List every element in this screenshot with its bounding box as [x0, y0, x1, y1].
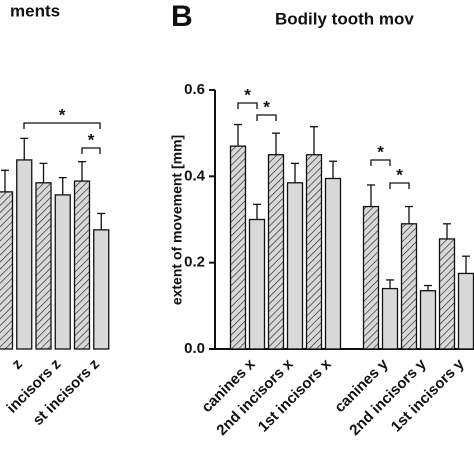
bar	[286, 182, 304, 350]
significance-bracket	[256, 114, 277, 121]
y-axis-label: extent of movement [mm]	[169, 135, 185, 305]
bar	[35, 182, 52, 350]
significance-label: *	[88, 130, 95, 149]
bar	[362, 205, 380, 350]
x-tick-label: z	[9, 356, 26, 373]
bar	[438, 238, 456, 350]
significance-bracket	[237, 102, 258, 109]
bar	[73, 180, 91, 350]
y-tick-label: 0.0	[184, 340, 205, 357]
significance-label: *	[59, 105, 66, 124]
bar	[400, 223, 418, 350]
y-tick-label: 0.4	[184, 167, 206, 184]
bar	[305, 154, 323, 350]
significance-bracket	[389, 182, 410, 189]
panel-label: B	[171, 0, 193, 33]
y-tick-label: 0.2	[184, 254, 205, 271]
bar	[93, 229, 110, 350]
bar	[419, 290, 437, 350]
significance-bracket	[23, 122, 101, 129]
significance-bracket	[370, 159, 391, 166]
significance-bracket	[81, 147, 101, 154]
significance-label: *	[377, 142, 384, 161]
bar	[324, 177, 342, 350]
significance-label: *	[244, 85, 251, 104]
bar	[54, 194, 71, 350]
significance-label: *	[396, 165, 403, 184]
bar	[267, 154, 285, 350]
bar	[16, 159, 33, 350]
y-tick-label: 0.6	[184, 81, 205, 98]
significance-label: *	[263, 97, 270, 116]
bar	[0, 191, 14, 350]
bar	[229, 145, 247, 350]
bar	[457, 272, 474, 350]
chart-title: ments	[10, 1, 60, 20]
bar	[381, 287, 399, 350]
chart-title: Bodily tooth mov	[275, 9, 414, 28]
bar	[248, 218, 266, 350]
